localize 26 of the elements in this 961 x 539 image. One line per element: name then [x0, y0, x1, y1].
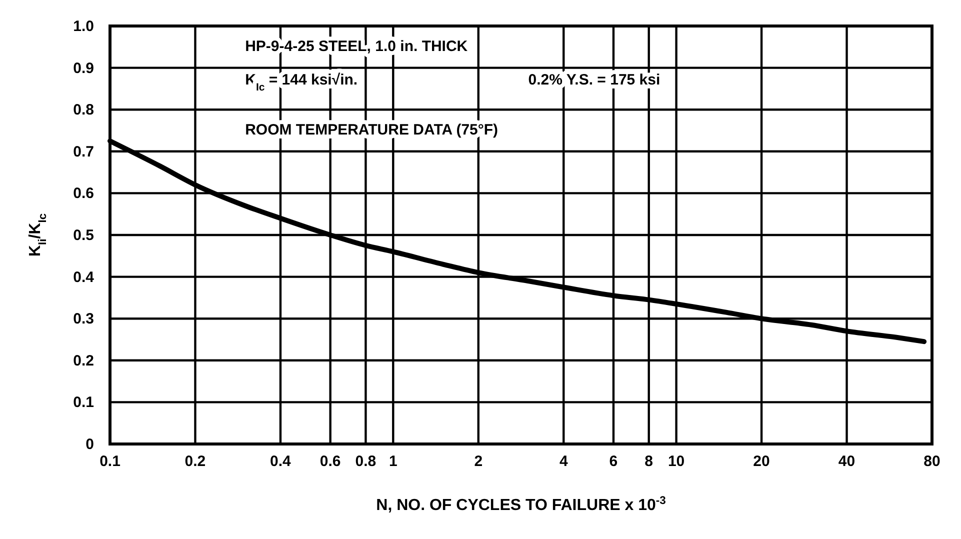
- x-axis-title: N, NO. OF CYCLES TO FAILURE x 10$^{-3}$: [376, 495, 666, 514]
- y-tick-label: 0.1: [73, 394, 94, 412]
- x-tick-label: 8: [644, 453, 654, 470]
- x-tick-label: 2: [474, 453, 483, 470]
- x-tick-label: 4: [559, 453, 568, 470]
- x-tick-label: 20: [753, 453, 770, 470]
- x-tick-label: 10: [668, 453, 685, 470]
- y-tick-label: 0.5: [73, 227, 94, 244]
- y-tick-label: 0: [86, 436, 94, 453]
- y-tick-label: 0.7: [73, 143, 94, 160]
- y-tick-label: 0.4: [73, 268, 95, 286]
- x-tick-label: 0.8: [355, 453, 376, 470]
- x-tick-label: 80: [924, 453, 940, 470]
- y-tick-label: 0.9: [73, 60, 94, 77]
- x-tick-label: 0.2: [184, 453, 206, 470]
- y-tick-label: 1.0: [73, 18, 94, 35]
- y-tick-label: 0.6: [73, 185, 94, 202]
- x-tick-label: 0.4: [270, 453, 292, 470]
- x-tick-label: 6: [609, 453, 618, 470]
- y-tick-label: 0.3: [73, 310, 94, 328]
- y-tick-label: 0.2: [73, 352, 94, 370]
- x-tick-label: 1: [388, 453, 398, 470]
- y-tick-label: 0.8: [73, 102, 94, 119]
- x-tick-label: 40: [838, 453, 856, 470]
- x-tick-label: 0.1: [100, 453, 120, 470]
- x-tick-label: 0.6: [320, 453, 341, 470]
